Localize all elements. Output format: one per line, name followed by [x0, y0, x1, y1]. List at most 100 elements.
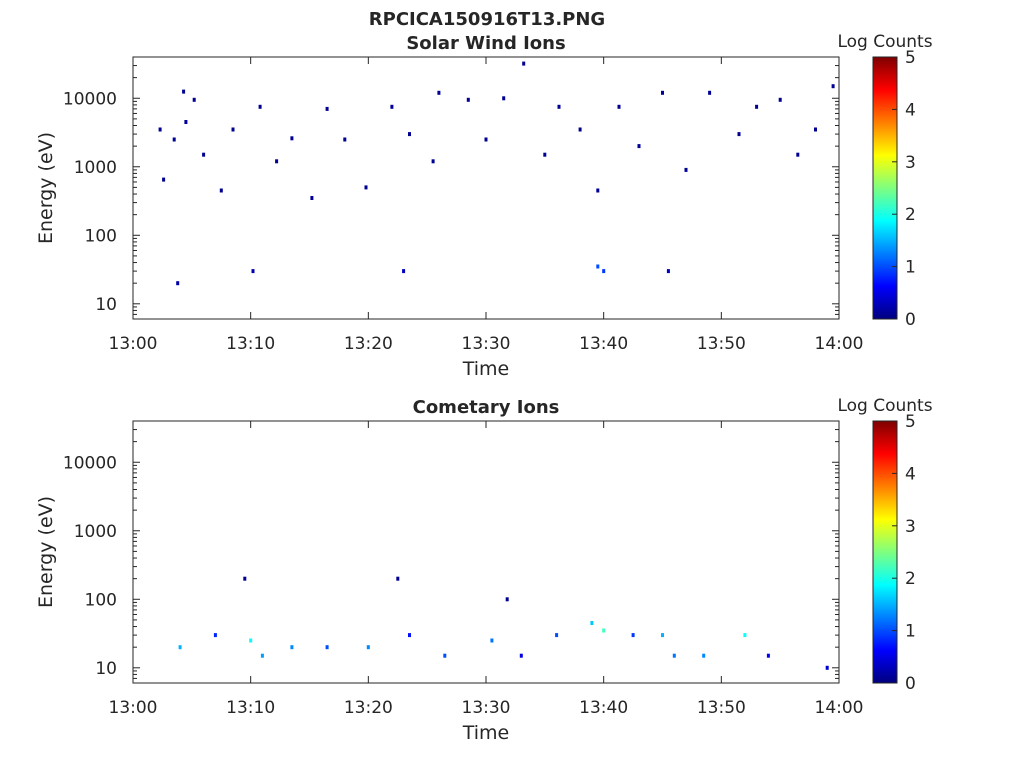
- plot-area: [133, 57, 839, 319]
- heatmap-cell: [814, 127, 817, 132]
- heatmap-cell: [162, 177, 166, 182]
- heatmap-cell: [617, 104, 621, 109]
- heatmap-cell: [258, 104, 262, 109]
- heatmap-cell: [364, 185, 368, 190]
- y-tick-label: 1000: [74, 522, 117, 542]
- heatmap-cell: [661, 90, 664, 95]
- colorbar-tick-label: 2: [905, 205, 916, 225]
- heatmap-cell: [708, 90, 712, 95]
- x-tick-label: 13:40: [579, 698, 628, 718]
- heatmap-cell: [672, 653, 676, 658]
- heatmap-cell: [251, 269, 255, 274]
- heatmap-cell: [158, 127, 162, 132]
- colorbar-label: Log Counts: [837, 32, 932, 52]
- heatmap-cell: [408, 633, 411, 638]
- chart-title: Cometary Ions: [413, 397, 560, 418]
- y-tick-label: 10: [95, 659, 117, 679]
- heatmap-cell: [505, 597, 509, 602]
- heatmap-cell: [202, 152, 206, 157]
- heatmap-cells: [158, 61, 835, 286]
- colorbar-tick-label: 0: [905, 310, 916, 330]
- heatmap-cell: [766, 653, 770, 658]
- heatmap-cell: [737, 132, 741, 137]
- page-title: RPCICA150916T13.PNG: [369, 9, 605, 30]
- x-axis-label: Time: [462, 358, 510, 380]
- heatmap-cell: [743, 633, 747, 638]
- heatmap-cell: [602, 628, 606, 633]
- heatmap-cell: [290, 136, 294, 141]
- chart-title: Solar Wind Ions: [406, 33, 565, 54]
- heatmap-cell: [755, 104, 759, 109]
- y-tick-label: 1000: [74, 158, 117, 178]
- heatmap-cell: [182, 89, 186, 94]
- y-tick-label: 10000: [63, 453, 117, 473]
- heatmap-cell: [396, 576, 400, 581]
- colorbar-tick-label: 3: [905, 517, 916, 537]
- heatmap-cell: [637, 144, 641, 149]
- heatmap-cell: [325, 645, 329, 650]
- heatmap-cell: [310, 196, 314, 200]
- heatmap-cell: [578, 127, 582, 132]
- heatmap-cell: [519, 653, 523, 658]
- y-axis-label: Energy (eV): [35, 496, 57, 608]
- x-tick-label: 13:20: [344, 334, 393, 354]
- x-axis-label: Time: [462, 722, 510, 744]
- heatmap-cell: [684, 167, 688, 172]
- colorbar-label: Log Counts: [837, 396, 932, 416]
- heatmap-cell: [484, 137, 488, 142]
- colorbar-tick-label: 4: [905, 100, 916, 120]
- heatmap-cell: [490, 638, 494, 643]
- heatmap-cell: [543, 152, 547, 157]
- heatmap-cell: [825, 665, 829, 670]
- heatmap-cell: [590, 621, 594, 625]
- heatmap-cell: [522, 61, 526, 66]
- x-tick-label: 13:30: [462, 698, 511, 718]
- colorbar-tick-label: 0: [905, 674, 916, 694]
- heatmap-cell: [260, 653, 264, 658]
- colorbar-tick-label: 5: [905, 48, 916, 68]
- heatmap-cell: [431, 159, 435, 164]
- heatmap-cell: [219, 188, 223, 193]
- colorbar-gradient: [872, 56, 898, 320]
- heatmap-cell: [557, 104, 561, 109]
- heatmap-cell: [596, 264, 600, 269]
- chart-panel-1: 13:00 13:10 13:20 13:30 13:40 13:50 14:0010100…: [35, 32, 933, 380]
- heatmap-cell: [249, 638, 253, 643]
- x-tick-label: 13:50: [697, 698, 746, 718]
- heatmap-cell: [176, 281, 180, 286]
- colorbar-tick-label: 3: [905, 153, 916, 173]
- heatmap-cell: [192, 97, 196, 102]
- colorbar-gradient: [872, 420, 898, 684]
- heatmap-cell: [555, 633, 559, 638]
- x-tick-label: 13:40: [579, 334, 628, 354]
- heatmap-cell: [231, 127, 235, 132]
- heatmap-cells: [178, 576, 829, 670]
- heatmap-cell: [778, 97, 782, 102]
- heatmap-cell: [343, 137, 347, 142]
- x-tick-label: 13:10: [226, 698, 275, 718]
- heatmap-cell: [631, 633, 635, 638]
- y-tick-label: 10000: [63, 89, 117, 109]
- x-tick-label: 13:00: [109, 698, 158, 718]
- heatmap-cell: [402, 269, 406, 274]
- x-tick-label: 13:10: [226, 334, 275, 354]
- heatmap-cell: [831, 84, 835, 89]
- chart-panel-2: 13:00 13:10 13:20 13:30 13:40 13:50 14:0010100…: [35, 396, 933, 744]
- heatmap-cell: [390, 104, 394, 109]
- heatmap-cell: [602, 269, 606, 274]
- x-tick-label: 13:50: [697, 334, 746, 354]
- heatmap-cell: [408, 132, 411, 137]
- heatmap-cell: [172, 137, 176, 142]
- heatmap-cell: [243, 576, 247, 581]
- heatmap-cell: [184, 120, 188, 124]
- heatmap-cell: [325, 106, 329, 111]
- heatmap-cell: [796, 152, 800, 157]
- y-axis-label: Energy (eV): [35, 132, 57, 244]
- heatmap-cell: [661, 633, 664, 638]
- colorbar-tick-label: 2: [905, 569, 916, 589]
- heatmap-cell: [502, 96, 506, 101]
